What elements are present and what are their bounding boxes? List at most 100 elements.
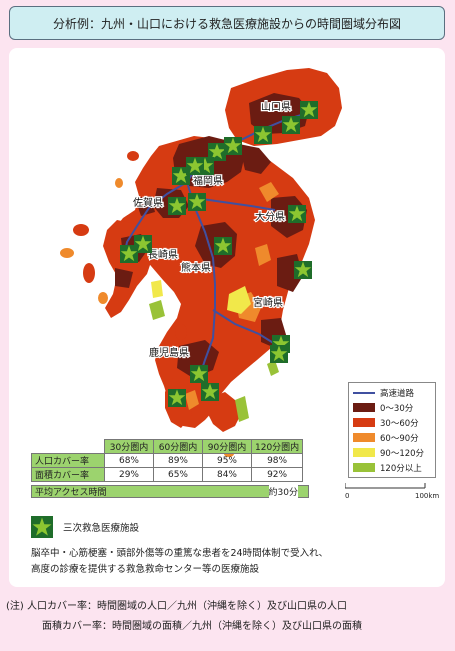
label-oita: 大分県 [255,210,285,223]
zone-90-nagasaki [151,280,163,298]
facility-star-icon [208,143,226,161]
table-cell: 29% [104,467,154,482]
zone-120-south [235,396,249,422]
kyushu-map: 山口県 福岡県 佐賀県 大分県 長崎県 熊本県 宮崎県 鹿児島県 [60,68,342,457]
table-cell: 89% [153,453,203,468]
note-population: (注) 人口カバー率：時間圏域の人口／九州（沖縄を除く）及び山口県の人口 [6,601,347,612]
region-kagoshima-east [207,392,241,432]
label-kumamoto: 熊本県 [181,261,211,274]
facility-desc-line2: 高度の診療を提供する救急救命センター等の医療施設 [31,564,260,575]
island-1 [73,224,89,236]
legend-band-1: 30〜60分 [353,415,431,430]
facility-star-icon [214,237,232,255]
average-access-row: 平均アクセス時間 約30分 [31,485,309,498]
content-panel: 山口県 福岡県 佐賀県 大分県 長崎県 熊本県 宮崎県 鹿児島県 高速道路 0〜… [9,48,445,587]
label-nagasaki: 長崎県 [148,248,178,261]
zone-120-nagasaki [149,300,165,320]
highway-miyazaki [212,309,276,345]
table-corner [32,440,105,454]
facility-legend-head: 三次救急医療施設 [31,516,431,538]
label-miyazaki: 宮崎県 [253,296,283,309]
scale-bar-graphic [344,483,426,489]
table-cell: 68% [104,453,154,468]
band-swatch [353,448,375,457]
zone-60-north [259,182,279,202]
zone-sasebo [135,196,155,216]
page-title: 分析例：九州・山口における救急医療施設からの時間圏域分布図 [52,16,401,31]
island-6 [115,178,123,188]
legend-highway-label: 高速道路 [380,388,415,399]
map-legend: 高速道路 0〜30分 30〜60分 60〜90分 90〜120分 120分以上 [348,382,436,478]
legend-band-2: 60〜90分 [353,430,431,445]
legend-band-label: 30〜60分 [380,418,419,429]
zone-nagasaki-south [115,268,133,288]
table-cell: 84% [202,467,252,482]
scale-bar: 0 100km [344,482,440,500]
facility-star-icon [300,101,318,119]
island-5 [127,151,139,161]
island-7 [175,324,187,340]
island-2 [60,248,74,258]
avg-label: 平均アクセス時間 [35,488,107,498]
note-area: 面積カバー率：時間圏域の面積／九州（沖縄を除く）及び山口県の面積 [42,621,362,632]
table-col-header: 30分圏内 [104,439,154,454]
facility-star-icon [172,167,190,185]
legend-band-label: 60〜90分 [380,433,419,444]
legend-band-0: 0〜30分 [353,400,431,415]
zone-60-east [255,244,271,266]
legend-highway: 高速道路 [353,385,431,400]
facility-markers [120,101,318,407]
facility-star-icon [188,193,206,211]
facility-star-icon [168,389,186,407]
band-swatch [353,463,375,472]
table-cell: 65% [153,467,203,482]
zone-90-central [227,286,251,314]
label-fukuoka: 福岡県 [193,174,223,187]
facility-description: 脳卒中・心筋梗塞・頭部外傷等の重篤な患者を24時間体制で受入れ、 高度の診療を提… [31,546,431,578]
legend-band-3: 90〜120分 [353,445,431,460]
coverage-table: 30分圏内 60分圏内 90分圏内 120分圏内 人口カバー率 68% 89% … [31,439,304,482]
facility-legend: 三次救急医療施設 脳卒中・心筋梗塞・頭部外傷等の重篤な患者を24時間体制で受入れ… [31,516,431,578]
table-row-header: 面積カバー率 [31,467,105,482]
facility-star-icon [224,137,242,155]
table-row: 人口カバー率 68% 89% 95% 98% [31,453,304,468]
star-icon [31,516,53,538]
facility-desc-line1: 脳卒中・心筋梗塞・頭部外傷等の重篤な患者を24時間体制で受入れ、 [31,548,329,559]
label-kagoshima: 鹿児島県 [149,346,189,359]
highway-nagasaki [124,181,188,253]
facility-star-icon [186,157,204,175]
table-col-header: 90分圏内 [202,439,252,454]
title-box: 分析例：九州・山口における救急医療施設からの時間圏域分布図 [9,6,445,40]
island-3 [83,263,95,283]
table-row: 面積カバー率 29% 65% 84% 92% [31,467,304,482]
table-cell: 92% [250,467,304,482]
facility-star-icon [254,126,272,144]
legend-band-label: 0〜30分 [380,403,414,414]
legend-band-label: 90〜120分 [380,448,425,459]
facility-star-icon [201,383,219,401]
pref-labels: 山口県 福岡県 佐賀県 大分県 長崎県 熊本県 宮崎県 鹿児島県 [132,100,293,361]
facility-star-icon [134,235,152,253]
facility-star-icon [270,345,288,363]
highway-line-swatch [353,391,375,394]
scale-end: 100km [415,492,440,500]
legend-band-4: 120分以上 [353,460,431,475]
zone-120-east [267,360,279,376]
table-col-header: 60分圏内 [153,439,203,454]
facility-star-icon [294,261,312,279]
facility-star-icon [168,197,186,215]
label-yamaguchi: 山口県 [261,101,291,113]
avg-value: 約30分 [268,485,298,498]
facility-star-icon [288,205,306,223]
table-row-header: 人口カバー率 [31,453,105,468]
table-col-header: 120分圏内 [250,439,304,454]
highway-oita [194,197,276,211]
zone-kitakyushu [239,144,271,174]
facility-star-icon [282,116,300,134]
table-cell: 98% [250,453,304,468]
facility-star-icon [190,365,208,383]
label-saga: 佐賀県 [133,197,163,209]
band-swatch [353,403,375,412]
notes: (注) 人口カバー率：時間圏域の人口／九州（沖縄を除く）及び山口県の人口 面積カ… [6,597,362,637]
facility-label: 三次救急医療施設 [63,523,140,534]
